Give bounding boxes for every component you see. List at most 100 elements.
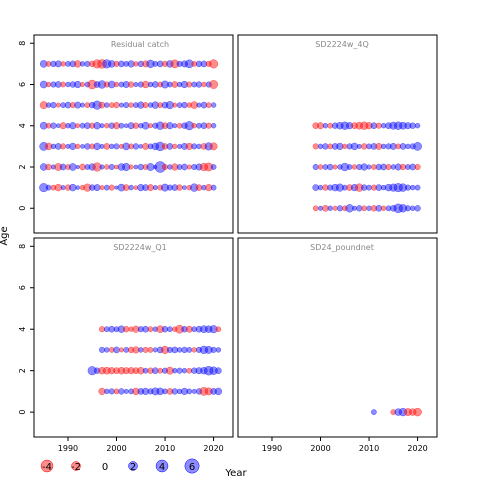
bubble-negative	[351, 164, 358, 170]
bubble-positive	[366, 164, 372, 170]
y-tick-label: 0	[18, 206, 27, 211]
bubble-positive	[205, 325, 213, 333]
bubble-positive	[410, 184, 416, 191]
bubble-positive	[165, 101, 174, 110]
bubble-positive	[209, 325, 218, 334]
bubble-positive	[352, 205, 357, 211]
bubble-negative	[60, 81, 66, 88]
bubble-positive	[147, 143, 154, 150]
legend-bubble	[155, 459, 169, 473]
bubble-negative	[409, 408, 417, 416]
bubble-positive	[196, 102, 202, 108]
bubble-positive	[176, 388, 183, 395]
bubble-positive	[200, 101, 208, 109]
bubble-negative	[160, 345, 170, 354]
bubble-positive	[327, 163, 334, 171]
bubble-negative	[172, 143, 178, 150]
bubble-negative	[39, 101, 48, 110]
bubble-negative	[108, 367, 116, 375]
bubble-negative	[161, 122, 169, 130]
bubble-positive	[79, 122, 86, 129]
bubble-positive	[109, 143, 115, 150]
bubble-negative	[312, 143, 319, 150]
bubble-negative	[108, 347, 115, 353]
bubble-negative	[113, 101, 120, 109]
bubble-negative	[59, 122, 67, 130]
bubble-negative	[365, 122, 373, 130]
bubble-positive	[60, 102, 66, 108]
bubble-positive	[322, 164, 329, 170]
bubble-positive	[414, 184, 421, 191]
bubble-negative	[114, 164, 119, 170]
bubble-negative	[195, 184, 203, 191]
bubble-positive	[390, 164, 396, 170]
bubble-positive	[356, 163, 363, 171]
bubble-positive	[210, 164, 217, 170]
bubble-negative	[186, 367, 193, 374]
bubble-positive	[191, 143, 198, 150]
bubble-negative	[128, 164, 134, 170]
bubble-positive	[54, 60, 62, 68]
bubble-negative	[113, 388, 120, 395]
legend-bubble	[40, 459, 54, 473]
panel-frame-sd2224w-q1	[33, 237, 234, 438]
bubble-negative	[361, 143, 368, 150]
y-axis-title: Age	[0, 226, 10, 245]
bubble-positive	[414, 123, 421, 129]
bubble-positive	[331, 183, 339, 192]
bubble-positive	[87, 366, 97, 376]
bubble-positive	[137, 163, 144, 171]
bubble-positive	[118, 388, 125, 395]
bubble-positive	[50, 81, 57, 88]
bubble-positive	[336, 205, 343, 212]
bubble-positive	[167, 326, 173, 333]
legend-bubble	[184, 458, 200, 474]
bubble-positive	[210, 102, 217, 108]
bubble-positive	[142, 367, 149, 374]
bubble-positive	[414, 205, 421, 212]
bubble-negative	[414, 163, 421, 171]
bubble-negative	[148, 123, 153, 129]
bubble-negative	[98, 387, 106, 395]
bubble-negative	[201, 81, 207, 88]
bubble-positive	[122, 81, 130, 88]
bubble-negative	[342, 143, 348, 150]
bubble-positive	[123, 102, 130, 109]
bubble-negative	[45, 81, 52, 88]
bubble-positive	[161, 183, 169, 192]
bubble-positive	[40, 163, 48, 171]
bubble-negative	[370, 205, 378, 212]
bubble-positive	[99, 164, 105, 170]
bubble-positive	[65, 81, 71, 88]
bubble-negative	[380, 205, 387, 211]
bubble-negative	[390, 409, 397, 415]
bubble-positive	[404, 205, 411, 212]
bubble-negative	[98, 101, 106, 109]
bubble-positive	[166, 60, 174, 68]
bubble-negative	[355, 183, 364, 192]
bubble-negative	[312, 122, 320, 130]
bubble-positive	[152, 185, 158, 191]
bubble-negative	[171, 163, 179, 171]
bubble-negative	[157, 367, 164, 374]
bubble-positive	[60, 185, 66, 191]
bubble-negative	[205, 184, 213, 192]
bubble-positive	[108, 122, 115, 129]
bubble-positive	[59, 163, 67, 171]
bubble-negative	[104, 123, 110, 129]
y-tick-label: 2	[18, 164, 27, 169]
bubble-positive	[389, 204, 397, 212]
bubble-positive	[54, 81, 62, 88]
bubble-positive	[156, 121, 165, 130]
bubble-positive	[80, 144, 85, 149]
bubble-positive	[389, 121, 398, 130]
bubble-positive	[141, 121, 150, 130]
bubble-positive	[346, 122, 354, 130]
bubble-positive	[171, 184, 179, 191]
bubble-positive	[167, 81, 173, 88]
bubble-negative	[123, 326, 130, 333]
bubble-positive	[103, 184, 110, 191]
bubble-positive	[122, 162, 131, 172]
panel-frame-residual-catch	[33, 34, 234, 234]
bubble-negative	[186, 102, 192, 108]
